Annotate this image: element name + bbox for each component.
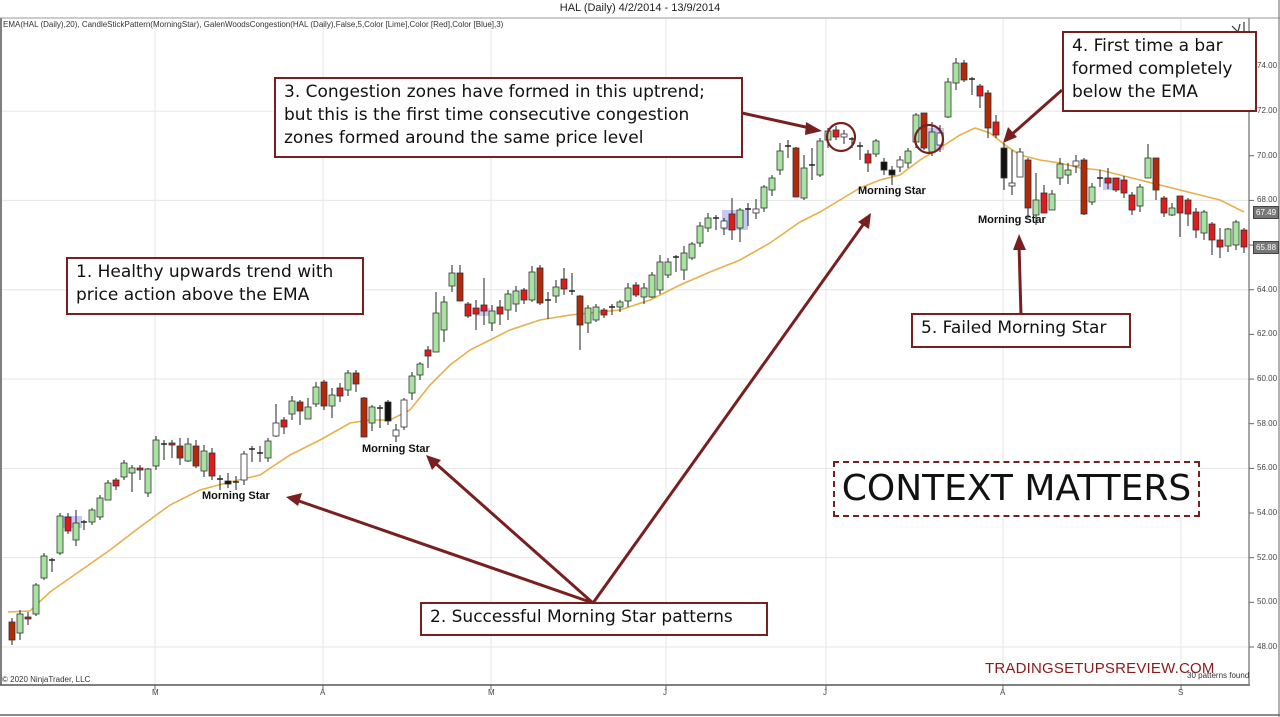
x-tick-label: M	[152, 688, 159, 697]
x-tick-label: A	[1000, 688, 1006, 697]
indicator-legend: EMA(HAL (Daily),20), CandleStickPattern(…	[3, 20, 504, 29]
note-2-text: 2. Successful Morning Star patterns	[430, 607, 733, 627]
note-4-line-2: formed completely	[1072, 59, 1233, 79]
copyright: © 2020 NinjaTrader, LLC	[2, 675, 91, 684]
y-tick-label: 50.00	[1257, 597, 1278, 607]
y-tick-label: 62.00	[1257, 329, 1278, 339]
y-tick-label: 52.00	[1257, 552, 1278, 562]
y-tick-label: 64.00	[1257, 284, 1278, 294]
patterns-found-count: 30 patterns found	[1187, 671, 1250, 680]
note-4-line-1: 4. First time a bar	[1072, 36, 1223, 56]
note-3-line-2: but this is the first time consecutive c…	[284, 105, 690, 125]
y-tick-label: 56.00	[1257, 463, 1278, 473]
annotation-arrows	[286, 88, 1063, 605]
x-tick-label: A	[320, 688, 326, 697]
y-tick-label: 72.00	[1257, 106, 1278, 116]
chart-title: HAL (Daily) 4/2/2014 - 13/9/2014	[559, 2, 721, 14]
annotation-note-1: 1. Healthy upwards trend with price acti…	[66, 257, 364, 315]
annotation-note-3: 3. Congestion zones have formed in this …	[274, 77, 743, 158]
morning-star-label: Morning Star	[362, 443, 430, 455]
x-tick-label: M	[488, 688, 495, 697]
note-1-line-2: price action above the EMA	[76, 285, 310, 305]
note-4-line-3: below the EMA	[1072, 82, 1199, 102]
x-tick-label: J	[663, 688, 667, 697]
candlesticks	[8, 58, 1248, 645]
y-tick-label: 70.00	[1257, 150, 1278, 160]
y-tick-label: 68.00	[1257, 195, 1278, 205]
y-tick-label: 54.00	[1257, 508, 1278, 518]
ema-price-tag: 67.49	[1253, 206, 1280, 219]
y-tick-label: 74.00	[1257, 61, 1278, 71]
note-3-line-3: zones formed around the same price level	[284, 128, 644, 148]
annotation-note-5: 5. Failed Morning Star	[911, 313, 1131, 348]
watermark: TRADINGSETUPSREVIEW.COM	[985, 660, 1215, 677]
y-tick-label: 58.00	[1257, 418, 1278, 428]
annotation-note-4: 4. First time a bar formed completely be…	[1062, 31, 1257, 112]
morning-star-label: Morning Star	[202, 490, 270, 502]
morning-star-label: Morning Star	[858, 185, 926, 197]
highlight-circles	[825, 121, 945, 155]
note-5-text: 5. Failed Morning Star	[921, 318, 1107, 338]
note-3-line-1: 3. Congestion zones have formed in this …	[284, 82, 705, 102]
morning-star-label: Morning Star	[978, 214, 1046, 226]
x-tick-label: S	[1178, 688, 1184, 697]
y-tick-label: 48.00	[1257, 642, 1278, 651]
note-1-line-1: 1. Healthy upwards trend with	[76, 262, 334, 282]
annotation-note-2: 2. Successful Morning Star patterns	[420, 602, 768, 636]
last-price-tag: 65.88	[1253, 241, 1280, 254]
context-matters-headline: CONTEXT MATTERS	[833, 461, 1200, 517]
y-tick-label: 60.00	[1257, 374, 1278, 384]
x-tick-label: J	[823, 688, 827, 697]
